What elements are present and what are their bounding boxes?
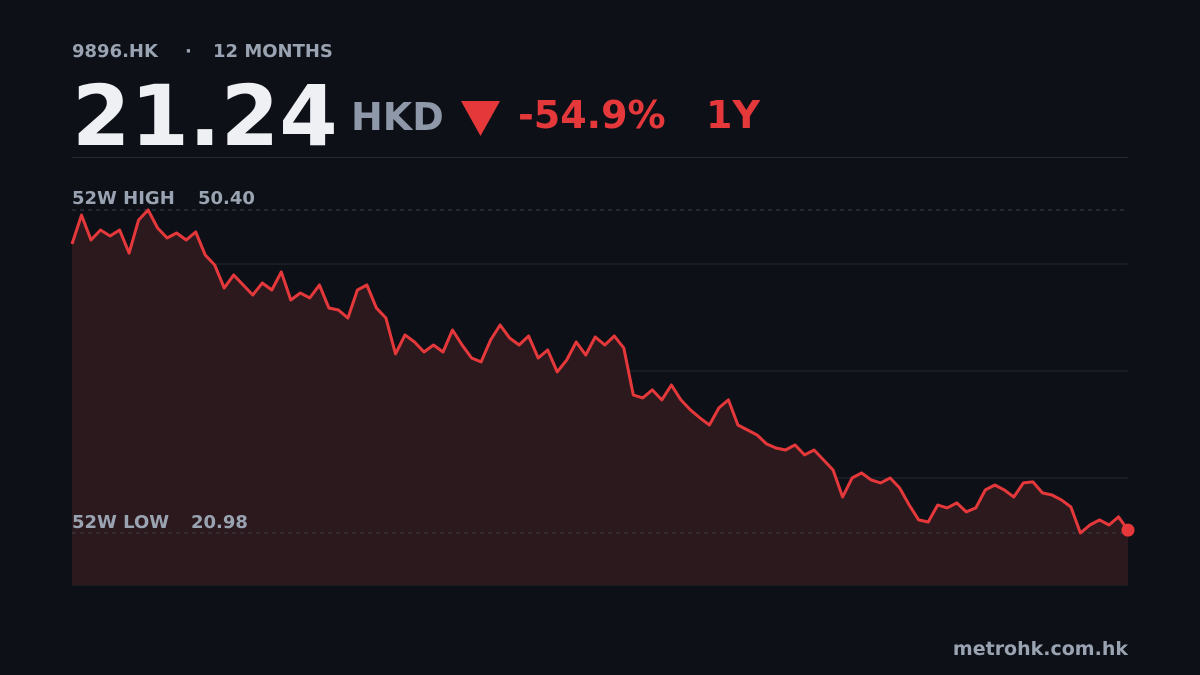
ticker: 9896.HK (72, 41, 159, 62)
price: 21.24 (72, 67, 338, 165)
price-line (70, 208, 1130, 535)
high-label: 52W HIGH (72, 188, 175, 209)
low-value: 20.98 (191, 512, 248, 533)
change: -54.9% (518, 93, 666, 137)
separator: · (185, 41, 192, 62)
down-arrow (461, 101, 500, 136)
area (72, 210, 1128, 585)
period-label: 12 MONTHS (213, 41, 333, 62)
change-period: 1Y (706, 93, 760, 137)
currency: HKD (351, 95, 444, 139)
source: metrohk.com.hk (953, 638, 1128, 660)
low-label: 52W LOW (72, 512, 169, 533)
high-value: 50.40 (198, 188, 255, 209)
last-point (1121, 523, 1135, 537)
